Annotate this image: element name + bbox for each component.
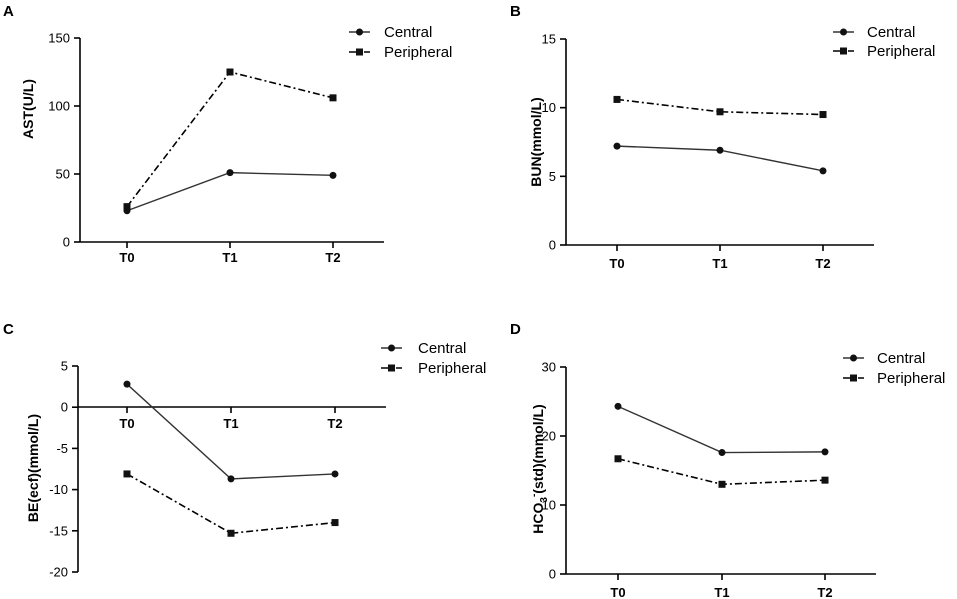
x-tick-label-d: T2	[817, 585, 832, 599]
legend-marker-central-a	[356, 28, 363, 36]
data-point-central-c	[227, 475, 235, 483]
data-point-central-a	[329, 171, 337, 179]
legend-label-peripheral-d: Peripheral	[877, 370, 945, 387]
legend-c: Central Peripheral	[381, 340, 486, 377]
data-point-peripheral-c	[331, 519, 339, 527]
legend-b: Central Peripheral	[833, 24, 935, 60]
series-line-central-d	[617, 405, 826, 454]
data-point-peripheral-a	[226, 68, 234, 76]
y-tick-label-a: 50	[56, 167, 70, 182]
x-tick-label-a: T1	[222, 250, 237, 265]
legend-label-peripheral-b: Peripheral	[867, 43, 935, 60]
data-point-peripheral-b	[819, 111, 827, 119]
data-point-peripheral-c	[227, 529, 235, 537]
plot-area-d: 0 10 20 30 T0 T1 T2	[542, 360, 876, 599]
data-point-peripheral-d	[614, 455, 622, 463]
legend-label-central-a: Central	[384, 24, 432, 41]
data-point-central-a	[226, 169, 234, 177]
series-line-central-c	[126, 383, 336, 480]
data-point-central-c	[123, 380, 131, 388]
legend-label-central-c: Central	[418, 340, 466, 357]
y-tick-label-a: 150	[48, 31, 70, 46]
legend-marker-central-d	[850, 354, 857, 362]
panel-a: A AST(U/L) 0 50 100 150 T0 T1 T2 Central Perip…	[3, 3, 452, 265]
y-tick-label-b: 10	[542, 100, 556, 115]
panel-c: C BE(ecf)(mmol/L) 5 0 -5 -10 -15 -20 T0 T1 T2 Ce…	[3, 321, 486, 580]
legend-marker-peripheral-c	[388, 364, 395, 372]
legend-marker-central-b	[840, 28, 847, 36]
panel-b: B BUN(mmol/L) 0 5 10 15 T0 T1 T2 Central Perip…	[510, 3, 935, 271]
panel-label-b: B	[510, 3, 521, 20]
y-tick-label-c: -15	[49, 523, 68, 538]
data-point-central-d	[821, 448, 829, 456]
legend-marker-peripheral-d	[850, 374, 857, 382]
series-line-peripheral-b	[616, 98, 824, 116]
series-line-peripheral-d	[617, 457, 826, 486]
plot-area-c: 5 0 -5 -10 -15 -20 T0 T1 T2	[49, 359, 386, 580]
y-tick-label-c: -5	[56, 441, 68, 456]
panel-label-c: C	[3, 321, 14, 338]
y-tick-label-d: 0	[549, 567, 556, 582]
data-point-central-d	[614, 402, 622, 410]
legend-d: Central Peripheral	[843, 350, 945, 387]
y-tick-label-d: 30	[542, 360, 556, 375]
series-line-central-a	[126, 171, 334, 212]
data-point-central-b	[613, 142, 621, 150]
legend-label-central-b: Central	[867, 24, 915, 41]
panel-label-d: D	[510, 321, 521, 338]
x-tick-label-c: T2	[327, 416, 342, 431]
legend-label-peripheral-c: Peripheral	[418, 360, 486, 377]
y-tick-label-b: 15	[542, 32, 556, 47]
data-point-central-b	[819, 167, 827, 175]
data-point-peripheral-b	[613, 95, 621, 103]
plot-area-a: 0 50 100 150 T0 T1 T2	[48, 31, 384, 265]
y-axis-title-b: BUN(mmol/L)	[528, 97, 544, 186]
data-point-central-b	[716, 146, 724, 154]
y-axis-title-d: HCO3-(std)(mmol/L)	[529, 404, 550, 533]
y-tick-label-d: 20	[542, 429, 556, 444]
y-tick-label-d: 10	[542, 498, 556, 513]
x-tick-label-a: T0	[119, 250, 134, 265]
y-tick-label-a: 100	[48, 99, 70, 114]
data-point-peripheral-d	[821, 476, 829, 484]
y-axis-title-c: BE(ecf)(mmol/L)	[25, 414, 41, 522]
y-axis-title-a: AST(U/L)	[20, 79, 36, 139]
y-tick-label-b: 0	[549, 238, 556, 253]
data-point-peripheral-a	[123, 203, 131, 211]
legend-marker-peripheral-a	[356, 48, 363, 56]
y-tick-label-c: -20	[49, 565, 68, 580]
data-point-peripheral-c	[123, 470, 131, 478]
panel-label-a: A	[3, 3, 14, 20]
data-point-peripheral-b	[716, 108, 724, 116]
legend-marker-central-c	[388, 344, 395, 352]
legend-label-central-d: Central	[877, 350, 925, 367]
x-tick-label-b: T0	[609, 256, 624, 271]
y-tick-label-a: 0	[63, 235, 70, 250]
series-line-peripheral-a	[126, 71, 334, 208]
legend-label-peripheral-a: Peripheral	[384, 44, 452, 61]
x-tick-label-b: T1	[712, 256, 727, 271]
x-tick-label-b: T2	[815, 256, 830, 271]
x-tick-label-d: T1	[714, 585, 729, 599]
y-tick-label-b: 5	[549, 169, 556, 184]
y-tick-label-c: 0	[61, 400, 68, 415]
y-tick-label-c: 5	[61, 359, 68, 374]
y-tick-label-c: -10	[49, 482, 68, 497]
legend-a: Central Peripheral	[349, 24, 452, 61]
data-point-central-c	[331, 470, 339, 478]
x-tick-label-a: T2	[325, 250, 340, 265]
data-point-peripheral-d	[718, 480, 726, 488]
data-point-peripheral-a	[329, 94, 337, 102]
legend-marker-peripheral-b	[840, 47, 847, 55]
x-tick-label-c: T1	[223, 416, 238, 431]
x-tick-label-c: T0	[119, 416, 134, 431]
series-line-peripheral-c	[126, 473, 336, 535]
plot-area-b: 0 5 10 15 T0 T1 T2	[542, 32, 874, 271]
panel-d: D HCO3-(std)(mmol/L) 0 10 20 30 T0 T1 T2 Centr…	[510, 321, 945, 599]
data-point-central-d	[718, 449, 726, 457]
x-tick-label-d: T0	[610, 585, 625, 599]
